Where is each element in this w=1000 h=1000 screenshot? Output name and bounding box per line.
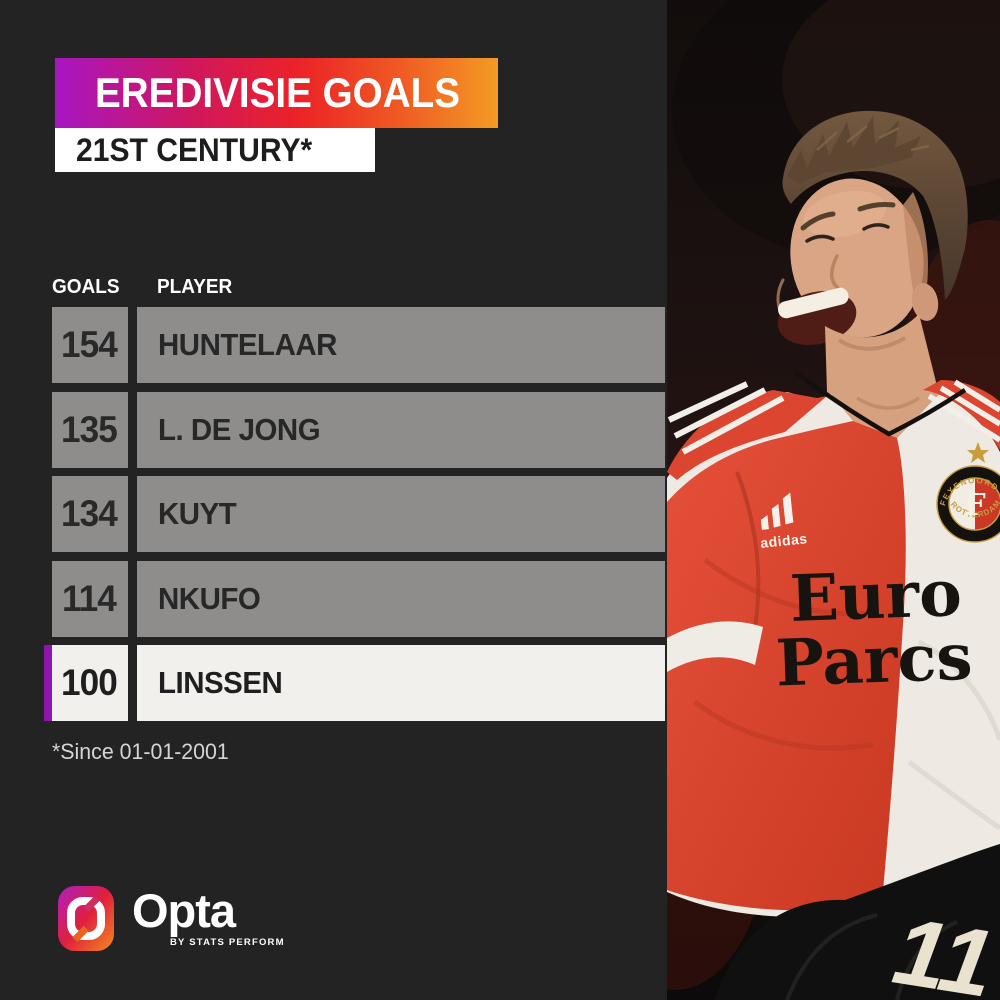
ear — [911, 283, 939, 321]
red-folds — [693, 558, 880, 751]
eye-left — [805, 234, 835, 243]
goals-value: 135 — [60, 408, 118, 450]
player-name: HUNTELAAR — [158, 327, 337, 362]
table-row: 154 HUNTELAAR — [52, 307, 665, 383]
player-photo: adidas FEYENOORD ROTTERDAM F E — [667, 0, 1000, 1000]
crest-red-half — [975, 478, 1000, 530]
crest-star — [967, 442, 989, 463]
crest-letter: F — [964, 488, 985, 523]
goals-value: 100 — [60, 662, 118, 703]
brow-left — [800, 211, 836, 231]
goals-cell: 154 — [52, 307, 128, 383]
opta-byline: BY STATS PERFORM — [170, 937, 285, 948]
goals-value: 154 — [60, 324, 118, 365]
table-row-highlighted: 100 LINSSEN — [44, 645, 665, 721]
white-folds — [907, 639, 1000, 831]
adidas-wordmark: adidas — [759, 530, 808, 551]
column-header-goals: GOALS — [52, 276, 120, 298]
leaderboard-table: 154 HUNTELAAR 135 L. DE JONG 134 KUYT 11… — [44, 307, 665, 730]
table-row: 134 KUYT — [52, 476, 665, 552]
forehead-highlight — [803, 190, 887, 238]
footnote: *Since 01-01-2001 — [52, 739, 229, 764]
player-name: L. DE JONG — [158, 411, 321, 447]
jersey-red-torso — [667, 421, 906, 911]
opta-branding: Opta BY STATS PERFORM — [58, 886, 285, 951]
shorts-folds — [785, 913, 958, 1000]
opta-wordmark: Opta — [132, 884, 236, 937]
player-cell: NKUFO — [137, 560, 665, 637]
player-name: NKUFO — [158, 580, 261, 616]
player-name: LINSSEN — [158, 665, 283, 700]
table-header: GOALS PLAYER — [52, 276, 665, 299]
shorts: 11 — [715, 844, 1000, 1000]
table-row: 135 L. DE JONG — [52, 391, 665, 468]
sponsor-line1: Euro — [789, 556, 963, 637]
subtitle-banner: 21ST CENTURY* — [55, 128, 375, 172]
adidas-stripes-left-shoulder — [667, 381, 785, 455]
cuff-band — [667, 621, 763, 672]
opta-logo-icon — [58, 886, 114, 951]
column-header-player: PLAYER — [156, 276, 233, 298]
goals-value: 134 — [60, 493, 118, 534]
page-title: EREDIVISIE GOALS — [95, 69, 461, 116]
neck-shadow — [837, 336, 907, 351]
collar-cord — [793, 370, 967, 437]
player-name: KUYT — [158, 496, 237, 531]
collarbone-shadow — [856, 396, 920, 410]
eye-right — [862, 223, 890, 231]
player-head — [776, 110, 968, 346]
hair-texture — [816, 125, 930, 152]
jersey: adidas FEYENOORD ROTTERDAM F E — [667, 370, 1000, 917]
jersey-red-shoulder-left — [667, 390, 827, 480]
player-cell: HUNTELAAR — [137, 307, 665, 383]
goals-cell: 135 — [52, 391, 128, 468]
sponsor-line2: Parcs — [775, 620, 974, 702]
goals-cell: 100 — [52, 645, 128, 721]
brow-right — [857, 202, 896, 212]
goals-cell: 114 — [52, 560, 128, 637]
goals-value: 114 — [61, 577, 117, 619]
title-banner: EREDIVISIE GOALS — [55, 58, 498, 128]
player-cell: L. DE JONG — [137, 391, 665, 468]
table-row: 114 NKUFO — [52, 560, 665, 637]
nose — [830, 254, 840, 290]
adidas-logo: adidas — [759, 492, 808, 551]
mouth — [777, 287, 857, 346]
player-cell: LINSSEN — [137, 645, 665, 721]
page-subtitle: 21ST CENTURY* — [76, 131, 313, 168]
opta-wordmark-block: Opta BY STATS PERFORM — [132, 886, 285, 951]
goals-cell: 134 — [52, 476, 128, 552]
feyenoord-crest: FEYENOORD ROTTERDAM F — [935, 442, 1000, 544]
shorts-number: 11 — [887, 898, 1000, 1000]
player-cell: KUYT — [137, 476, 665, 552]
sponsor-text: Euro Parcs — [775, 556, 974, 702]
